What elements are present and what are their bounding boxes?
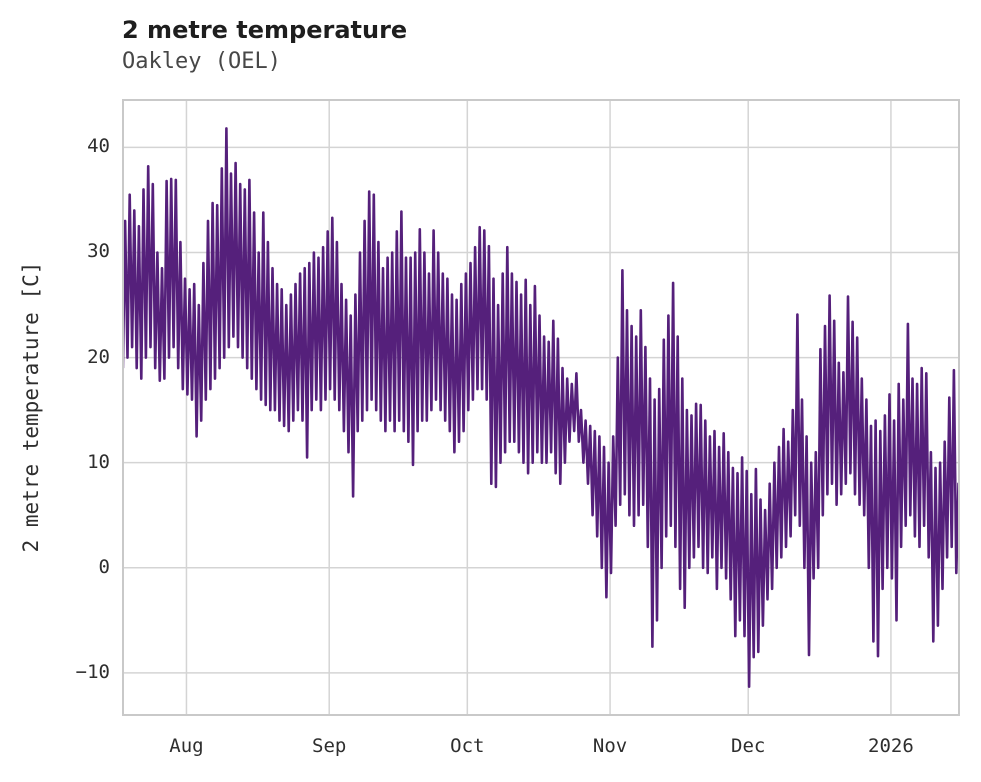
x-tick-label: Sep xyxy=(312,735,347,757)
plot-border xyxy=(122,99,960,716)
y-axis-label: 2 metre temperature [C] xyxy=(19,261,43,553)
x-tick-label: 2026 xyxy=(868,735,914,757)
temperature-series-line xyxy=(122,127,960,688)
chart-subtitle: Oakley (OEL) xyxy=(122,49,281,74)
y-tick-label: 40 xyxy=(87,135,110,158)
x-tick-label: Dec xyxy=(731,735,766,757)
x-tick-label: Oct xyxy=(450,735,485,757)
y-tick-label: 30 xyxy=(87,240,110,263)
chart-title: 2 metre temperature xyxy=(122,16,408,44)
y-tick-label: 10 xyxy=(87,450,110,473)
y-tick-label: −10 xyxy=(75,660,110,683)
x-tick-label: Aug xyxy=(169,735,204,757)
y-tick-label: 0 xyxy=(98,555,110,578)
x-tick-label: Nov xyxy=(592,735,628,757)
y-tick-label: 20 xyxy=(87,345,110,368)
plot-area xyxy=(122,99,960,716)
